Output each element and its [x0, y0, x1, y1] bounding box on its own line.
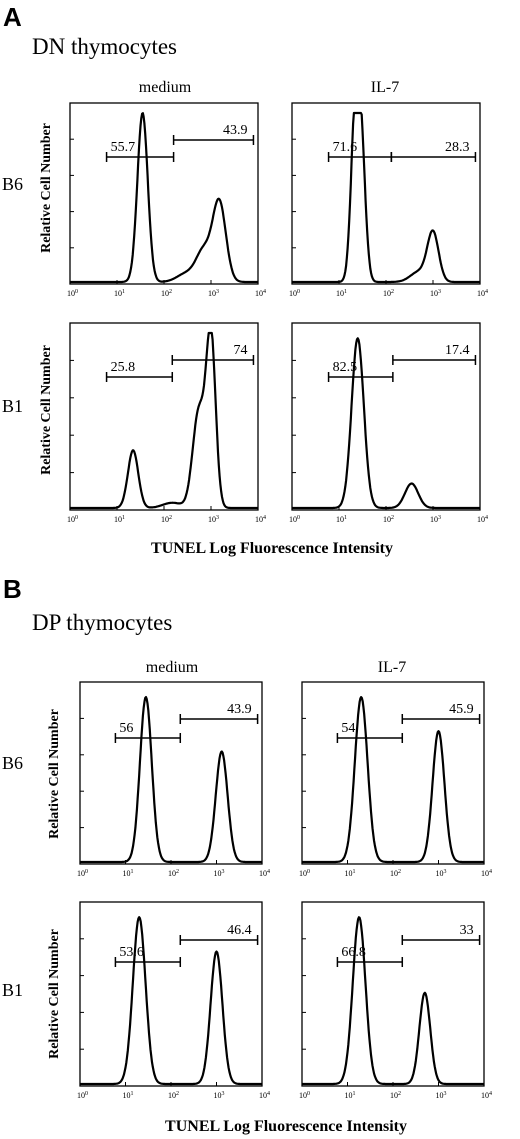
- panel-a-b1-medium-plot: 100 101 102 103 104 25.8 74: [67, 322, 266, 524]
- panel-a-b1-medium-x-tick-label: 100: [67, 515, 78, 524]
- panel-a-b6-medium-x-tick-label: 104: [255, 289, 266, 298]
- panel-b-b6-il7-histogram: [301, 696, 485, 864]
- panel-a-b1-ylabel: Relative Cell Number: [39, 345, 54, 475]
- panel-b-b1-il7-x-tick-label: 103: [436, 1091, 447, 1100]
- panel-a-b1-il7-x-tick-label: 103: [430, 515, 441, 524]
- panel-b-row-b1: B1: [2, 980, 23, 1000]
- panel-a-row-b1: B1: [2, 396, 23, 416]
- panel-a-b6-medium-histogram: [69, 112, 259, 284]
- panel-b-col-medium: medium: [146, 659, 199, 676]
- panel-b-b1-medium-gate-1-label: 53.6: [119, 945, 144, 960]
- panel-a-b1-medium-gate-2-label: 74: [233, 343, 247, 358]
- panel-b-b6-il7-x-tick-label: 102: [390, 869, 401, 878]
- panel-a-b1-medium-x-tick-label: 103: [208, 515, 219, 524]
- panel-a-b6-il7-x-tick-label: 101: [336, 289, 347, 298]
- panel-b-b1-il7-x-tick-label: 104: [481, 1091, 492, 1100]
- panel-a-b1-il7-x-tick-label: 102: [383, 515, 394, 524]
- panel-a-b1-il7-histogram: [291, 337, 481, 510]
- panel-a-b1-medium-x-tick-label: 104: [255, 515, 266, 524]
- panel-a-b1-medium-x-tick-label: 101: [114, 515, 125, 524]
- panel-b-b1-il7-plot: 100 101 102 103 104 66.8 33: [299, 901, 492, 1100]
- panel-a-b6-il7-x-tick-label: 103: [430, 289, 441, 298]
- panel-a-b6-il7-plot: 100 101 102 103 104 71.6 28.3: [289, 102, 488, 298]
- panel-b-title: DP thymocytes: [32, 610, 172, 635]
- panel-b-xlabel: TUNEL Log Fluorescence Intensity: [165, 1118, 407, 1135]
- panel-a-b6-ylabel: Relative Cell Number: [39, 123, 54, 253]
- panel-a-b6-il7-frame: [291, 102, 481, 285]
- panel-a-b1-il7-gate-2-label: 17.4: [445, 343, 470, 358]
- panel-b-b6-medium-gate-2-label: 43.9: [227, 702, 252, 717]
- panel-b-b6-il7-x-tick-label: 104: [481, 869, 492, 878]
- panel-b-b1-medium-gate-2-label: 46.4: [227, 923, 252, 938]
- panel-a-b6-medium-x-tick-label: 101: [114, 289, 125, 298]
- panel-a-b6-il7-x-tick-label: 102: [383, 289, 394, 298]
- panel-b-b1-il7-x-tick-label: 100: [299, 1091, 310, 1100]
- panel-a-b1-medium-histogram: [69, 331, 259, 510]
- panel-a-b6-il7-histogram: [291, 111, 481, 284]
- panel-b-b6-il7-gate-1-label: 54: [341, 721, 355, 736]
- panel-a-row-b6: B6: [2, 174, 23, 194]
- panel-b-b6-medium-x-tick-label: 104: [259, 869, 270, 878]
- panel-b-b6-il7-gate-2-label: 45.9: [449, 702, 474, 717]
- panel-a-letter: A: [3, 2, 22, 32]
- panel-b-b1-il7-gate-2-label: 33: [460, 923, 474, 938]
- panel-a-b1-il7-gate-1-label: 82.5: [333, 360, 358, 375]
- panel-b-b6-il7-x-tick-label: 103: [436, 869, 447, 878]
- panel-b-col-il7: IL-7: [378, 659, 406, 676]
- panel-a-b6-medium-gate-1-label: 55.7: [111, 140, 136, 155]
- panel-a-b1-medium-gate-1-label: 25.8: [111, 360, 136, 375]
- panel-a-b6-il7-gate-1-label: 71.6: [333, 140, 358, 155]
- panel-a-b6-medium-x-tick-label: 102: [161, 289, 172, 298]
- panel-a-b1-il7-x-tick-label: 100: [289, 515, 300, 524]
- panel-b-b6-medium-x-tick-label: 100: [77, 869, 88, 878]
- panel-a-title: DN thymocytes: [32, 34, 177, 59]
- panel-b-b6-medium-x-tick-label: 103: [214, 869, 225, 878]
- panel-a-b1-il7-x-tick-label: 104: [477, 515, 488, 524]
- panel-a-b1-medium-x-tick-label: 102: [161, 515, 172, 524]
- panel-b-b6-il7-x-tick-label: 100: [299, 869, 310, 878]
- panel-b-b1-medium-x-tick-label: 102: [168, 1091, 179, 1100]
- panel-b-b1-medium-plot: 100 101 102 103 104 53.6 46.4: [77, 901, 270, 1100]
- panel-a-b1-medium-frame: [69, 322, 259, 511]
- panel-a-b6-medium-x-tick-label: 100: [67, 289, 78, 298]
- panel-b-letter: B: [3, 574, 22, 604]
- panel-b-b6-medium-plot: 100 101 102 103 104 56 43.9: [77, 681, 270, 878]
- panel-a-b6-il7-x-tick-label: 104: [477, 289, 488, 298]
- panel-a-xlabel: TUNEL Log Fluorescence Intensity: [151, 540, 393, 557]
- panel-a-b1-il7-plot: 100 101 102 103 104 82.5 17.4: [289, 322, 488, 524]
- panel-a-b6-medium-x-tick-label: 103: [208, 289, 219, 298]
- panel-b-b6-medium-gate-1-label: 56: [119, 721, 133, 736]
- panel-b-b1-il7-x-tick-label: 101: [345, 1091, 356, 1100]
- panel-b-b1-il7-histogram: [301, 916, 485, 1086]
- panel-a-b1-il7-x-tick-label: 101: [336, 515, 347, 524]
- panel-b-b6-medium-x-tick-label: 102: [168, 869, 179, 878]
- panel-a-b6-medium-gate-2-label: 43.9: [223, 123, 248, 138]
- panel-b-b6-medium-histogram: [79, 696, 263, 864]
- panel-b-b1-medium-x-tick-label: 103: [214, 1091, 225, 1100]
- panel-b-b1-medium-x-tick-label: 101: [123, 1091, 134, 1100]
- panel-b-b6-il7-x-tick-label: 101: [345, 869, 356, 878]
- panel-a-b6-il7-x-tick-label: 100: [289, 289, 300, 298]
- panel-b-b1-il7-x-tick-label: 102: [390, 1091, 401, 1100]
- panel-b-b1-ylabel: Relative Cell Number: [47, 929, 62, 1059]
- panel-a-col-il7: IL-7: [371, 79, 399, 96]
- panel-a-b6-medium-plot: 100 101 102 103 104 55.7 43.9: [67, 102, 266, 298]
- panel-a-b6-il7-gate-2-label: 28.3: [445, 140, 470, 155]
- panel-a-col-medium: medium: [139, 79, 192, 96]
- panel-b-row-b6: B6: [2, 753, 23, 773]
- panel-b-b6-ylabel: Relative Cell Number: [47, 709, 62, 839]
- histogram-plots: 100 101 102 103 104 55.7 43.9 100 101 102 103 104 71…: [67, 102, 492, 1100]
- panel-b-b1-medium-x-tick-label: 104: [259, 1091, 270, 1100]
- panel-b-b1-medium-x-tick-label: 100: [77, 1091, 88, 1100]
- panel-b-b6-medium-x-tick-label: 101: [123, 869, 134, 878]
- panel-b-b1-medium-histogram: [79, 916, 263, 1086]
- panel-b-b6-il7-plot: 100 101 102 103 104 54 45.9: [299, 681, 492, 878]
- panel-b-b1-il7-frame: [301, 901, 485, 1087]
- panel-b-b1-il7-gate-1-label: 66.8: [341, 945, 366, 960]
